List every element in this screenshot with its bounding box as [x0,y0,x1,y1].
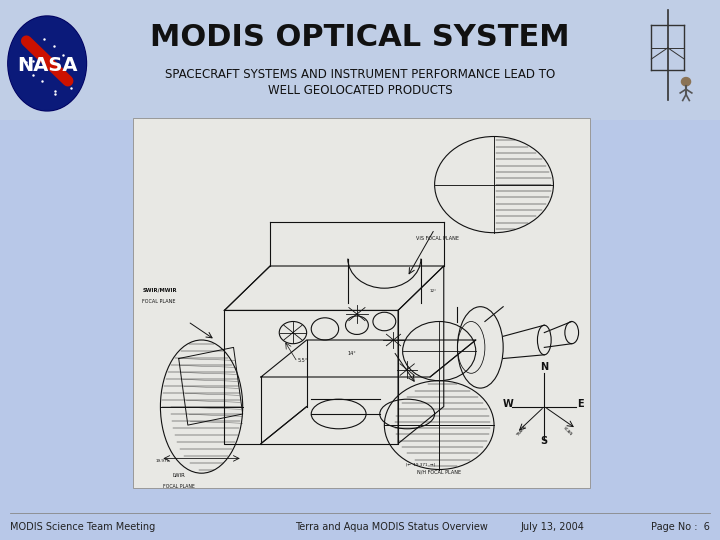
Text: Terra and Aqua MODIS Status Overview: Terra and Aqua MODIS Status Overview [295,522,488,532]
Circle shape [8,16,86,111]
Bar [133,118,590,488]
Text: LWIR: LWIR [172,473,185,478]
Bar [0,0,720,120]
Text: 19.971: 19.971 [156,459,170,463]
Text: July 13, 2004: July 13, 2004 [520,522,584,532]
Text: WELL GEOLOCATED PRODUCTS: WELL GEOLOCATED PRODUCTS [268,84,452,97]
Text: VIS FOCAL PLANE: VIS FOCAL PLANE [416,236,459,241]
Text: N: N [540,362,549,372]
Text: N/H FOCAL PLANE: N/H FOCAL PLANE [417,469,462,474]
Text: |←  19.371  →|: |← 19.371 →| [407,463,436,467]
Text: E: E [577,399,584,409]
Text: TRACK: TRACK [516,424,527,437]
Text: SPACECRAFT SYSTEMS AND INSTRUMENT PERFORMANCE LEAD TO: SPACECRAFT SYSTEMS AND INSTRUMENT PERFOR… [165,69,555,82]
Circle shape [681,78,690,86]
Text: FOCAL PLANE: FOCAL PLANE [142,299,176,304]
Text: 12°: 12° [430,289,437,293]
Text: NASA: NASA [17,57,78,76]
Text: SCAN: SCAN [562,426,572,437]
Text: W: W [503,399,513,409]
Text: MODIS OPTICAL SYSTEM: MODIS OPTICAL SYSTEM [150,24,570,52]
Text: MODIS Science Team Meeting: MODIS Science Team Meeting [10,522,156,532]
Text: FOCAL PLANE: FOCAL PLANE [163,484,194,489]
Text: SWIR/MWIR: SWIR/MWIR [142,288,177,293]
Circle shape [9,17,86,110]
Text: 14°: 14° [348,351,356,356]
Text: S: S [541,436,548,446]
Text: 5.5°: 5.5° [297,358,307,363]
Text: Page No :  6: Page No : 6 [651,522,710,532]
